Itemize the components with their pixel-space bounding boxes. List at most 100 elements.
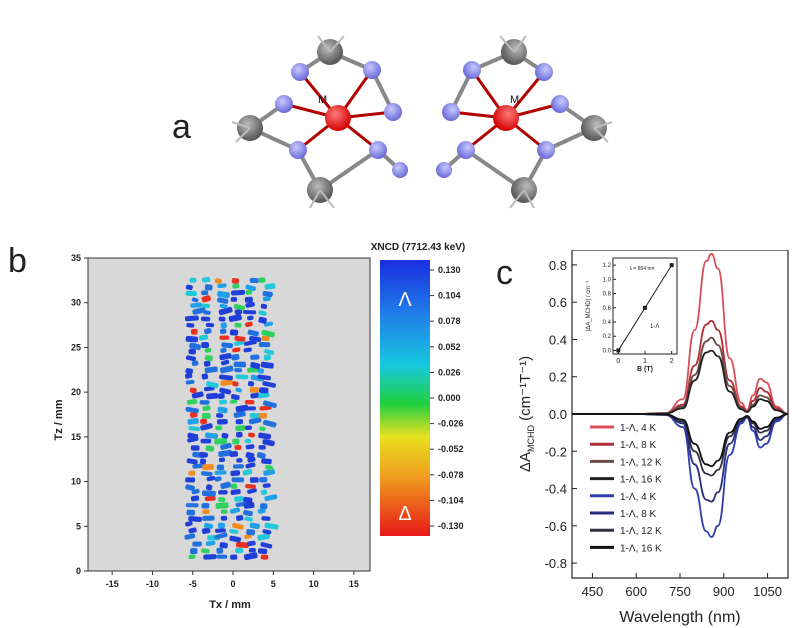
map-domain bbox=[221, 432, 229, 439]
map-domains bbox=[184, 277, 279, 561]
map-domain bbox=[201, 527, 211, 535]
map-domain bbox=[220, 379, 233, 386]
map-xtick-label: -5 bbox=[189, 579, 197, 589]
map-domain bbox=[257, 508, 266, 514]
map-domain bbox=[201, 413, 211, 419]
map-domain bbox=[200, 316, 211, 322]
map-domain bbox=[203, 554, 217, 560]
map-domain bbox=[202, 405, 211, 412]
xncd-map-plot: -15 -10 -5 0 5 10 15 0 5 10 15 20 25 30 35 Tx / mm Tz … bbox=[53, 253, 371, 610]
panel-c-letter: c bbox=[496, 254, 513, 292]
map-domain bbox=[244, 516, 253, 522]
map-domain bbox=[244, 399, 255, 405]
map-domain bbox=[258, 310, 267, 316]
map-domain bbox=[233, 361, 247, 368]
map-domain bbox=[244, 534, 252, 539]
map-domain bbox=[218, 306, 233, 316]
map-domain bbox=[233, 303, 246, 311]
map-domain bbox=[188, 527, 197, 534]
map-domain bbox=[199, 451, 208, 458]
xncd-colorbar: XNCD (7712.43 keV) Λ Δ 0.1300.1040.0780.… bbox=[371, 242, 465, 536]
map-domain bbox=[203, 310, 211, 315]
field-dependence-inset: 0 1 20.00.20.40.60.81.01.2 λ = 854 nm 1-Λ … bbox=[586, 257, 678, 373]
inset-ytick-label: 1.2 bbox=[603, 263, 612, 269]
map-domain bbox=[260, 554, 269, 560]
map-domain bbox=[243, 552, 258, 561]
map-domain bbox=[245, 444, 255, 450]
map-domain bbox=[221, 342, 233, 349]
map-xtick-label: 10 bbox=[309, 579, 319, 589]
map-domain bbox=[199, 334, 209, 341]
map-domain bbox=[258, 277, 266, 283]
spectra-xtick-label: 450 bbox=[582, 584, 604, 599]
map-domain bbox=[217, 290, 230, 299]
map-domain bbox=[190, 328, 198, 335]
map-domain bbox=[206, 476, 216, 482]
map-domain bbox=[245, 462, 256, 469]
map-domain bbox=[199, 400, 210, 405]
map-domain bbox=[203, 386, 215, 392]
map-domain bbox=[185, 355, 196, 362]
map-domain bbox=[231, 354, 240, 361]
map-domain bbox=[216, 547, 224, 554]
map-domain bbox=[235, 547, 244, 554]
map-domain bbox=[228, 314, 242, 322]
panel-a-letter: a bbox=[172, 108, 191, 146]
map-domain bbox=[259, 477, 268, 483]
colorbar-tick-label: 0.078 bbox=[438, 316, 461, 326]
map-domain bbox=[215, 554, 228, 559]
map-domain bbox=[185, 406, 199, 414]
map-domain bbox=[257, 533, 270, 541]
map-domain bbox=[220, 359, 230, 366]
spectrum-line bbox=[572, 349, 789, 415]
map-domain bbox=[217, 522, 225, 529]
colorbar-tick-label: -0.026 bbox=[438, 419, 464, 429]
map-domain bbox=[258, 392, 270, 399]
colorbar-tick-label: -0.052 bbox=[438, 444, 464, 454]
map-domain bbox=[246, 540, 256, 547]
map-domain bbox=[190, 547, 198, 555]
map-domain bbox=[189, 411, 198, 418]
map-domain bbox=[229, 329, 239, 336]
inset-ytick-label: 0.4 bbox=[603, 320, 612, 326]
map-domain bbox=[204, 366, 218, 374]
map-domain bbox=[191, 297, 199, 303]
map-domain bbox=[264, 349, 275, 355]
inset-ytick-label: 0.2 bbox=[603, 334, 612, 340]
map-domain bbox=[231, 278, 240, 284]
map-domain bbox=[219, 365, 234, 374]
map-domain bbox=[188, 426, 200, 432]
map-domain bbox=[247, 381, 255, 387]
map-domain bbox=[229, 451, 239, 457]
map-domain bbox=[248, 417, 262, 425]
map-domain bbox=[217, 297, 229, 304]
map-domain bbox=[187, 432, 199, 440]
colorbar-gradient bbox=[380, 260, 430, 536]
colorbar-tick-label: 0.104 bbox=[438, 291, 461, 301]
map-domain bbox=[243, 496, 253, 504]
map-domain bbox=[215, 425, 223, 431]
spectra-ytick-label: 0.6 bbox=[549, 295, 567, 310]
map-domain bbox=[230, 399, 238, 404]
map-domain bbox=[201, 471, 213, 477]
colorbar-bottom-symbol: Δ bbox=[398, 503, 411, 525]
map-domain bbox=[219, 335, 230, 340]
spectra-ylabel-sub: MCHD bbox=[526, 425, 536, 452]
map-domain bbox=[218, 457, 226, 463]
map-domain bbox=[261, 458, 272, 465]
map-domain bbox=[260, 542, 273, 549]
map-domain bbox=[243, 347, 252, 353]
inset-ytick-label: 0.6 bbox=[603, 306, 612, 312]
colorbar-tick-label: 0.052 bbox=[438, 342, 461, 352]
map-domain bbox=[230, 470, 241, 477]
map-domain bbox=[245, 452, 255, 459]
panel-b-letter: b bbox=[8, 242, 27, 280]
map-domain bbox=[184, 373, 193, 379]
legend-entry-label: 1-Λ, 12 K bbox=[620, 526, 662, 537]
map-domain bbox=[188, 554, 196, 560]
map-domain bbox=[257, 548, 268, 555]
map-domain bbox=[247, 329, 259, 337]
inset-ytick-label: 1.0 bbox=[603, 277, 612, 283]
map-ytick-label: 25 bbox=[71, 342, 81, 352]
map-domain bbox=[215, 502, 229, 509]
